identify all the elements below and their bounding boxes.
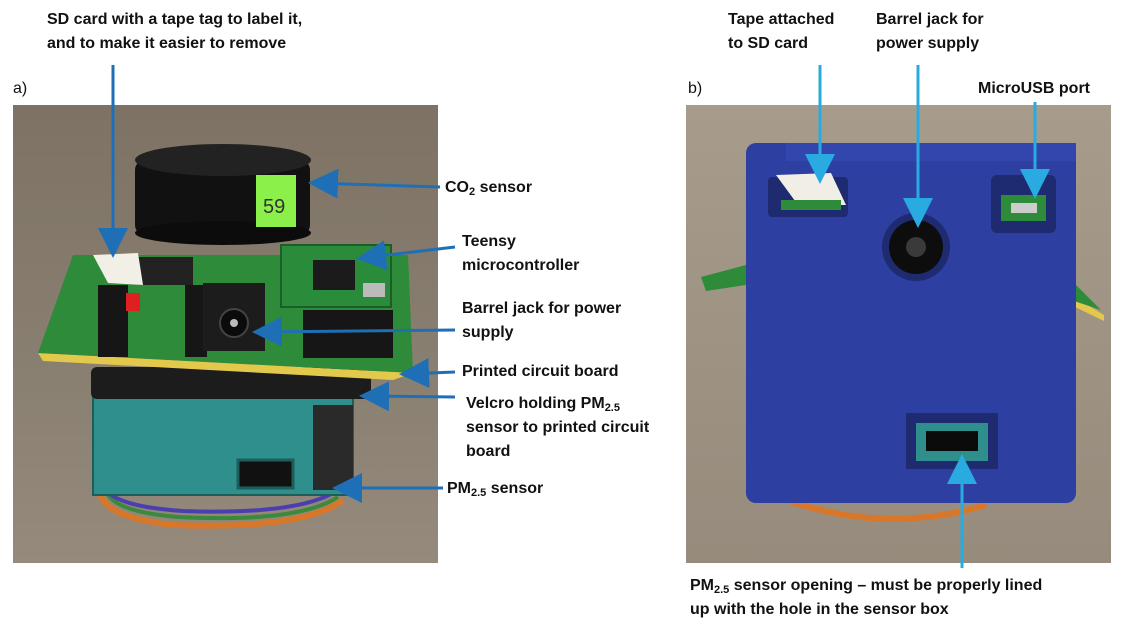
pm25-opening bbox=[236, 458, 295, 490]
label-barrel-jack-a: Barrel jack for power supply bbox=[462, 300, 622, 341]
photo-sensor-box bbox=[686, 105, 1111, 563]
arrow-velcro bbox=[359, 381, 456, 412]
label-pm25-sensor: PM2.5 sensor bbox=[447, 480, 544, 499]
label-sd-card: SD card with a tape tag to label it, and… bbox=[47, 11, 303, 52]
label-co2-sensor: CO2 sensor bbox=[445, 179, 533, 198]
arrow-barrel-a bbox=[252, 316, 456, 347]
arrow-co2 bbox=[308, 168, 441, 199]
printed-circuit-board bbox=[38, 353, 413, 380]
pm25-sensor bbox=[93, 395, 353, 495]
sd-tape-tag bbox=[93, 253, 143, 285]
label-microusb: MicroUSB port bbox=[978, 80, 1090, 97]
label-pcb: Printed circuit board bbox=[462, 363, 619, 380]
arrow-pcb bbox=[399, 358, 456, 389]
label-barrel-jack-b: Barrel jack for power supply bbox=[876, 11, 984, 52]
sd-card bbox=[138, 257, 193, 285]
panel-label-b: b) bbox=[688, 80, 703, 97]
label-teensy: Teensy microcontroller bbox=[462, 233, 580, 274]
label-tape-b: Tape attached to SD card bbox=[728, 11, 835, 52]
co2-tag-number: 59 bbox=[263, 196, 285, 218]
arrow-teensy bbox=[356, 240, 456, 271]
label-velcro: Velcro holding PM2.5 sensor to printed c… bbox=[466, 395, 650, 460]
panel-label-a: a) bbox=[13, 80, 28, 97]
label-pm-opening: PM2.5 sensor opening – must be properly … bbox=[690, 577, 1043, 618]
co2-tag bbox=[256, 175, 296, 227]
sensor-cables bbox=[96, 473, 345, 529]
